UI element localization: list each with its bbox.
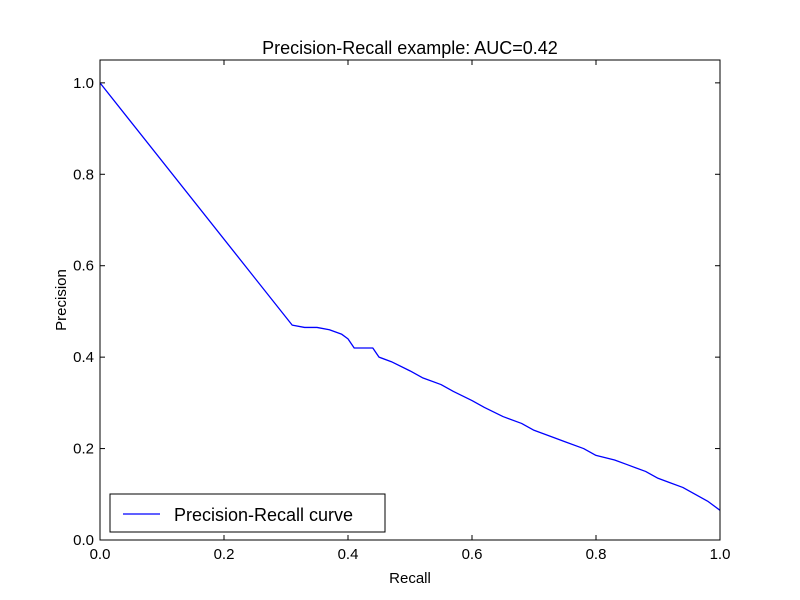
x-tick-label: 0.0 [90, 546, 111, 563]
series-line-precision-recall-curve [99, 82, 721, 511]
y-tick-label: 0.6 [73, 258, 94, 275]
y-tick-label: 0.0 [73, 532, 94, 549]
x-tick-label: 1.0 [710, 546, 731, 563]
y-tick-label: 0.2 [73, 441, 94, 458]
x-tick-label: 0.2 [214, 546, 235, 563]
legend-label: Precision-Recall curve [174, 505, 353, 525]
plot-area [100, 60, 720, 540]
legend-box [109, 493, 386, 533]
y-tick-label: 0.4 [73, 349, 94, 366]
y-tick-label: 1.0 [73, 75, 94, 92]
x-axis-label: Recall [389, 570, 431, 587]
chart-title: Precision-Recall example: AUC=0.42 [262, 38, 558, 58]
x-tick-label: 0.8 [586, 546, 607, 563]
legend: Precision-Recall curve [109, 493, 386, 533]
y-tick-label: 0.8 [73, 166, 94, 183]
y-axis-label: Precision [53, 269, 70, 331]
x-tick-label: 0.4 [338, 546, 359, 563]
series-layer [99, 82, 721, 511]
plot-frame [99, 59, 721, 541]
x-tick-label: 0.6 [462, 546, 483, 563]
